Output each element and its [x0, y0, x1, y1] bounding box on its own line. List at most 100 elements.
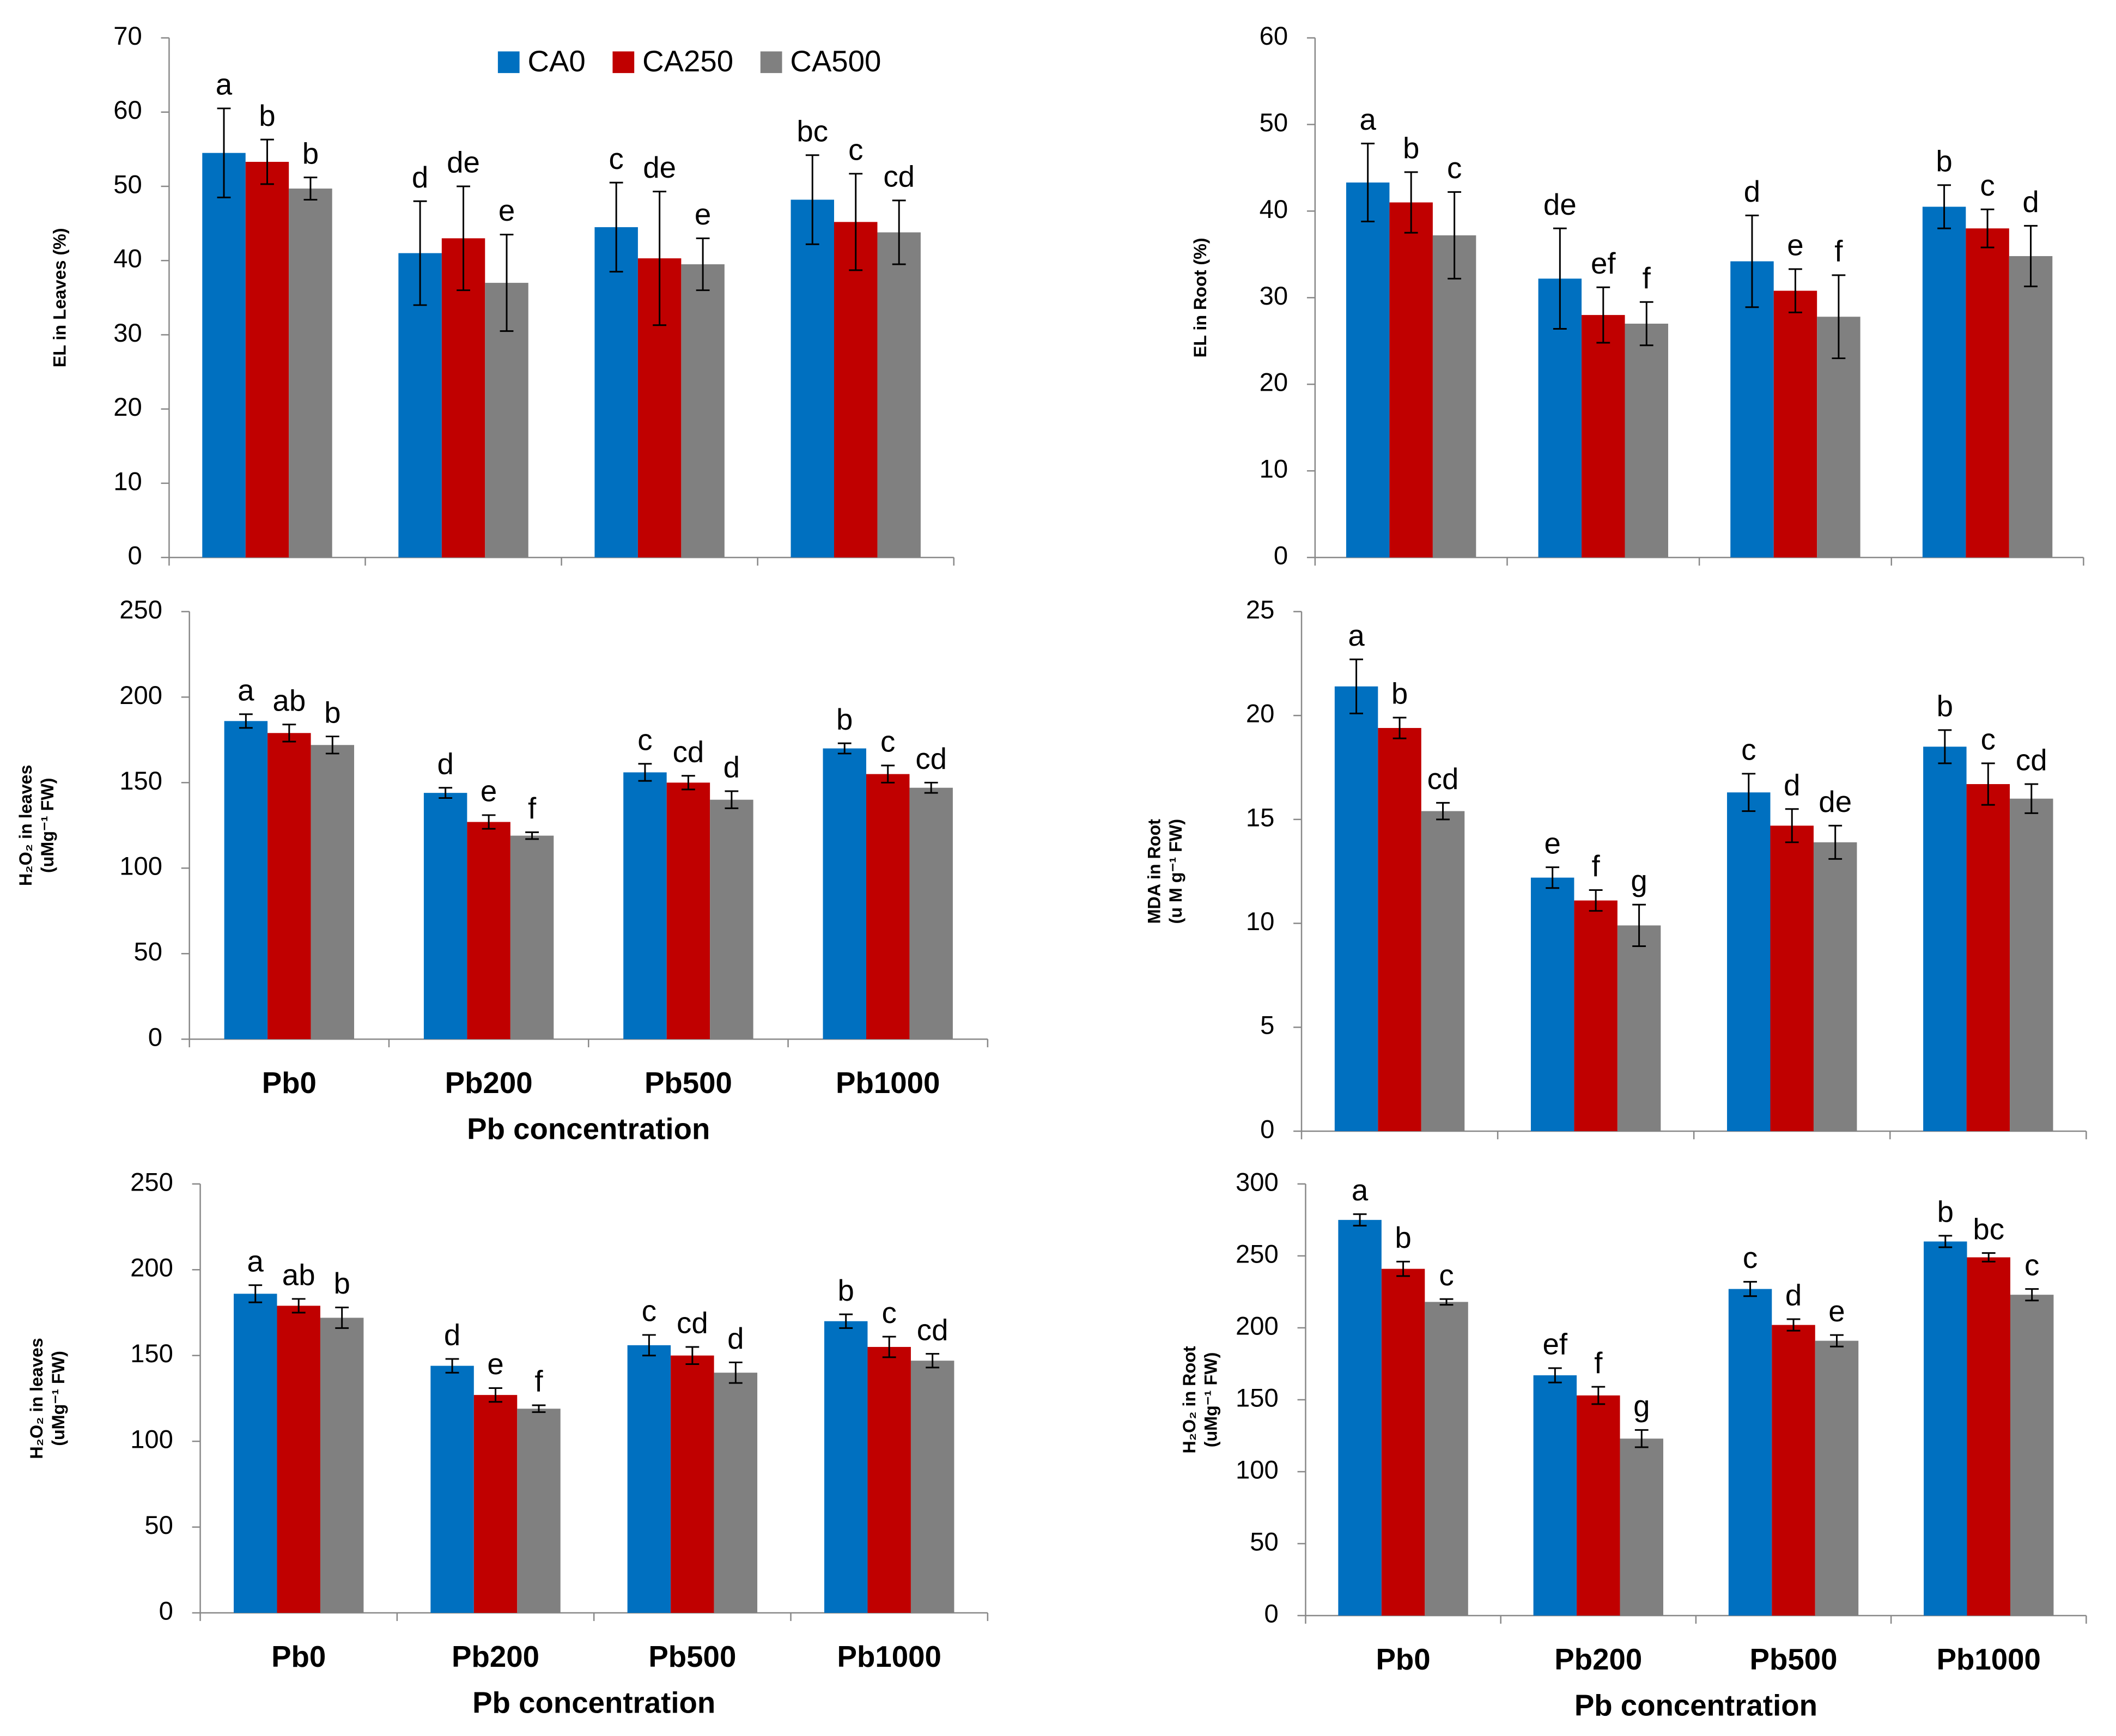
significance-letter: e — [1828, 1295, 1845, 1328]
significance-letter: cd — [915, 742, 947, 775]
significance-letter: d — [1744, 175, 1760, 208]
y-tick-label: 250 — [130, 1167, 173, 1196]
bar — [1625, 323, 1669, 558]
bar — [1966, 784, 2010, 1131]
significance-letter: c — [609, 142, 624, 175]
bar — [441, 238, 485, 558]
legend-label: CA0 — [528, 45, 586, 78]
error-bar — [1742, 773, 1756, 812]
bar — [1966, 228, 2009, 558]
bar — [623, 772, 667, 1040]
bar — [510, 835, 554, 1040]
y-tick-label: 250 — [1236, 1239, 1279, 1268]
y-tick-label: 50 — [1260, 108, 1288, 137]
error-bar — [1743, 1280, 1757, 1297]
significance-letter: e — [1544, 827, 1560, 860]
y-tick-label: 0 — [1264, 1599, 1279, 1628]
bar — [824, 1321, 868, 1613]
error-bar — [1937, 184, 1951, 229]
y-tick-label: 0 — [148, 1023, 162, 1052]
bar — [1378, 728, 1421, 1131]
significance-letter: bc — [796, 114, 828, 148]
significance-letter: f — [1643, 262, 1651, 295]
y-tick-label: 40 — [1260, 195, 1288, 223]
significance-letter: ab — [272, 684, 306, 717]
error-bar — [837, 742, 852, 755]
significance-letter: d — [2022, 185, 2039, 218]
x-tick-label: Pb0 — [262, 1066, 317, 1100]
error-bar — [2024, 783, 2039, 814]
bar — [681, 264, 725, 558]
significance-letter: cd — [677, 1307, 708, 1340]
y-axis-label: H₂O₂ in leaves — [16, 765, 35, 886]
significance-letter: c — [848, 133, 863, 167]
bar — [473, 1395, 518, 1613]
significance-letter: b — [836, 703, 853, 736]
error-bar — [489, 1387, 502, 1403]
bar — [866, 774, 910, 1040]
bar — [1924, 1241, 1967, 1616]
significance-letter: c — [1981, 723, 1996, 756]
bar — [1582, 315, 1625, 558]
significance-letter: b — [333, 1267, 350, 1300]
legend-swatch — [497, 51, 520, 74]
y-axis-label: (uMg⁻¹ FW) — [1201, 1352, 1221, 1448]
y-tick-label: 20 — [1260, 368, 1288, 397]
significance-letter: c — [642, 1295, 656, 1328]
bar — [1577, 1395, 1620, 1616]
bar — [867, 1346, 911, 1613]
y-tick-label: 200 — [1236, 1311, 1279, 1340]
error-bar — [926, 1353, 940, 1369]
significance-letter: ab — [282, 1259, 315, 1292]
significance-letter: cd — [2016, 744, 2047, 777]
significance-letter: f — [1592, 849, 1601, 883]
x-tick-label: Pb1000 — [837, 1640, 941, 1673]
bar — [1772, 1325, 1815, 1616]
error-bar — [642, 1334, 656, 1357]
x-tick-label: Pb1000 — [1937, 1643, 2041, 1676]
bar — [834, 222, 878, 558]
legend-swatch — [612, 51, 635, 74]
y-axis-label: (u M g⁻¹ FW) — [1166, 819, 1185, 924]
bar — [245, 162, 289, 558]
bar — [1432, 235, 1476, 558]
significance-letter: d — [1785, 1279, 1802, 1312]
error-bar — [892, 199, 906, 265]
bar — [1770, 825, 1814, 1131]
error-bar — [325, 736, 339, 755]
significance-letter: b — [1395, 1221, 1411, 1254]
bar — [320, 1318, 364, 1613]
x-tick-label: Pb1000 — [836, 1066, 940, 1100]
y-tick-label: 25 — [1246, 595, 1274, 624]
bar — [714, 1373, 758, 1613]
significance-letter: cd — [917, 1313, 948, 1346]
x-tick-label: Pb0 — [271, 1640, 326, 1673]
error-bar — [413, 200, 427, 306]
bar — [909, 787, 953, 1040]
error-bar — [500, 234, 514, 332]
bar — [430, 1365, 474, 1613]
bar — [1389, 202, 1433, 558]
significance-letter: f — [1594, 1346, 1603, 1380]
bar — [710, 799, 753, 1040]
error-bar — [882, 1336, 896, 1358]
error-bar — [1938, 1235, 1953, 1248]
significance-letter: d — [412, 161, 428, 194]
significance-letter: a — [247, 1245, 264, 1278]
significance-letter: b — [324, 696, 340, 729]
error-bar — [725, 790, 739, 809]
error-bar — [217, 107, 231, 198]
y-tick-label: 20 — [113, 392, 142, 421]
error-bar — [457, 185, 470, 292]
error-bar — [696, 237, 710, 292]
significance-letter: e — [695, 198, 711, 231]
bar — [277, 1306, 320, 1613]
error-bar — [1981, 1252, 1996, 1262]
significance-letter: a — [1348, 619, 1365, 652]
error-bar — [2024, 224, 2038, 288]
bar — [1381, 1268, 1425, 1616]
legend-label: CA500 — [790, 45, 881, 78]
bar — [1617, 925, 1661, 1131]
bar — [910, 1361, 954, 1613]
